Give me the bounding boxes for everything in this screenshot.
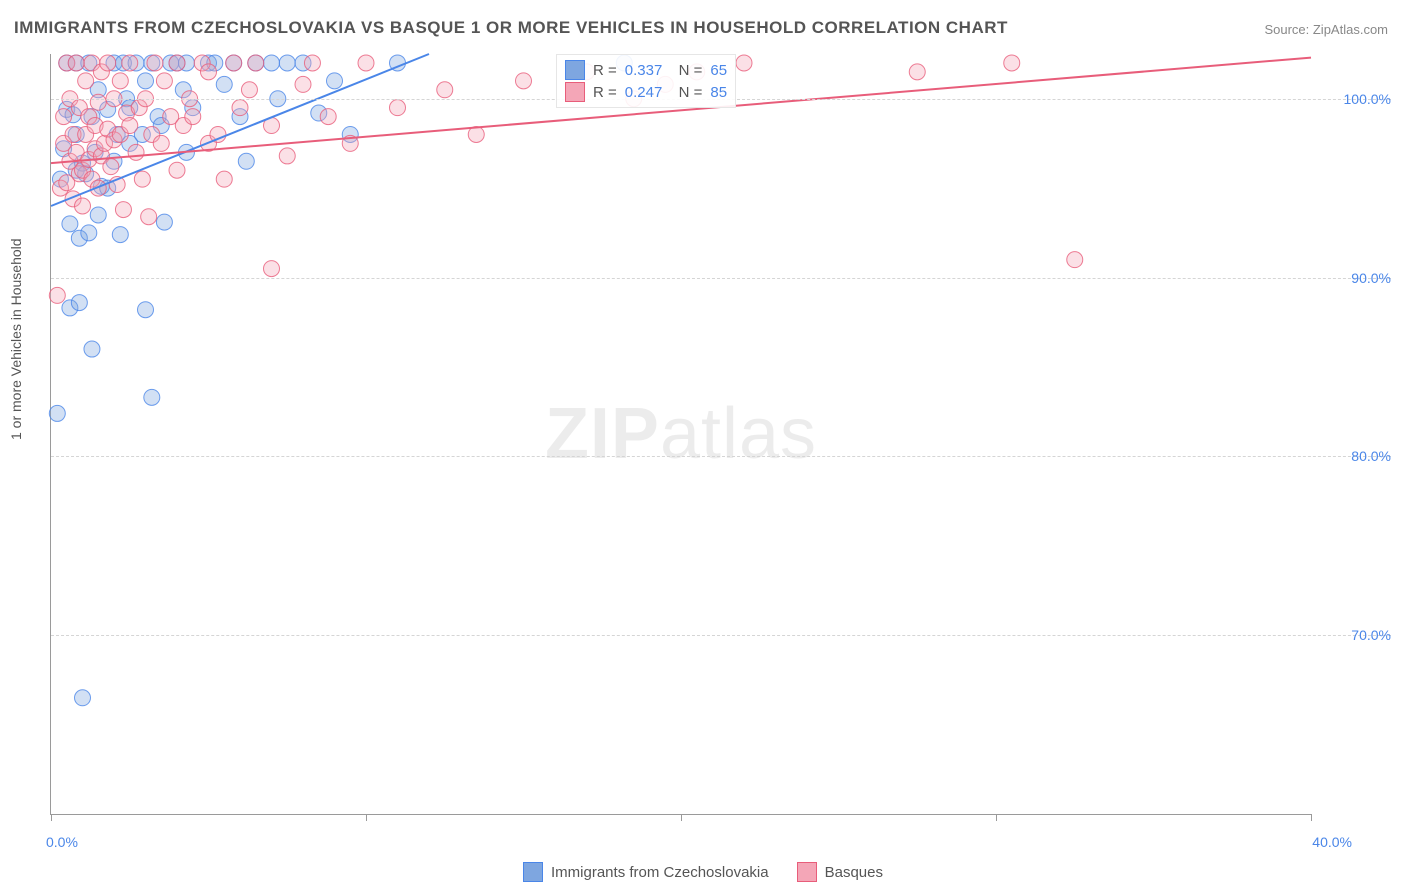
data-point-basque — [128, 144, 144, 160]
data-point-basque — [112, 73, 128, 89]
data-point-basque — [75, 198, 91, 214]
data-point-czech — [90, 207, 106, 223]
data-point-basque — [169, 55, 185, 71]
legend-item: Basques — [797, 862, 883, 882]
data-point-czech — [81, 225, 97, 241]
stats-row-basque: R = 0.247 N = 85 — [565, 81, 727, 103]
data-point-basque — [156, 73, 172, 89]
data-point-basque — [909, 64, 925, 80]
gridline-h — [51, 635, 1391, 636]
data-point-czech — [71, 295, 87, 311]
data-point-basque — [90, 94, 106, 110]
chart-title: IMMIGRANTS FROM CZECHOSLOVAKIA VS BASQUE… — [14, 18, 1008, 38]
x-tick — [51, 814, 52, 821]
y-tick-label: 100.0% — [1344, 91, 1391, 107]
data-point-basque — [320, 109, 336, 125]
y-tick-label: 80.0% — [1351, 448, 1391, 464]
scatter-svg — [51, 54, 1311, 814]
y-tick-label: 90.0% — [1351, 270, 1391, 286]
data-point-basque — [304, 55, 320, 71]
data-point-basque — [516, 73, 532, 89]
data-point-basque — [153, 135, 169, 151]
data-point-czech — [238, 153, 254, 169]
x-tick — [996, 814, 997, 821]
data-point-basque — [358, 55, 374, 71]
data-point-basque — [122, 118, 138, 134]
data-point-basque — [437, 82, 453, 98]
stats-r-label: R = — [593, 84, 617, 101]
data-point-czech — [138, 302, 154, 318]
stats-n-label: N = — [670, 62, 702, 79]
data-point-basque — [185, 109, 201, 125]
data-point-basque — [147, 55, 163, 71]
data-point-czech — [84, 341, 100, 357]
legend-swatch — [797, 862, 817, 882]
data-point-basque — [1004, 55, 1020, 71]
data-point-basque — [226, 55, 242, 71]
data-point-czech — [62, 216, 78, 232]
data-point-basque — [115, 202, 131, 218]
data-point-czech — [144, 389, 160, 405]
legend-swatch — [523, 862, 543, 882]
legend-item: Immigrants from Czechoslovakia — [523, 862, 769, 882]
y-axis-label: 1 or more Vehicles in Household — [8, 238, 24, 440]
legend-label: Basques — [825, 864, 883, 881]
data-point-basque — [90, 180, 106, 196]
data-point-basque — [390, 100, 406, 116]
plot-area: ZIPatlas 70.0%80.0%90.0%100.0% R =0.337 … — [50, 54, 1311, 815]
data-point-basque — [68, 55, 84, 71]
data-point-czech — [75, 690, 91, 706]
x-tick — [366, 814, 367, 821]
bottom-legend: Immigrants from Czechoslovakia Basques — [0, 862, 1406, 882]
data-point-basque — [122, 55, 138, 71]
y-tick-label: 70.0% — [1351, 627, 1391, 643]
stats-swatch-basque — [565, 82, 585, 102]
data-point-czech — [49, 405, 65, 421]
data-point-czech — [279, 55, 295, 71]
x-tick — [1311, 814, 1312, 821]
data-point-basque — [141, 209, 157, 225]
data-point-basque — [103, 159, 119, 175]
data-point-czech — [264, 55, 280, 71]
data-point-basque — [216, 171, 232, 187]
data-point-czech — [156, 214, 172, 230]
data-point-basque — [736, 55, 752, 71]
correlation-stats-box: R = 0.337 N = 65 R = 0.247 N = 85 — [556, 54, 736, 108]
data-point-basque — [100, 55, 116, 71]
stats-n-value: 85 — [710, 84, 727, 101]
data-point-basque — [232, 100, 248, 116]
data-point-czech — [216, 76, 232, 92]
legend-label: Immigrants from Czechoslovakia — [551, 864, 769, 881]
gridline-h — [51, 456, 1391, 457]
stats-r-value: 0.337 — [625, 62, 663, 79]
data-point-czech — [327, 73, 343, 89]
data-point-basque — [241, 82, 257, 98]
data-point-basque — [248, 55, 264, 71]
data-point-basque — [169, 162, 185, 178]
stats-r-label: R = — [593, 62, 617, 79]
gridline-h — [51, 278, 1391, 279]
data-point-basque — [201, 64, 217, 80]
data-point-czech — [138, 73, 154, 89]
data-point-basque — [134, 171, 150, 187]
data-point-czech — [112, 227, 128, 243]
x-min-label: 0.0% — [46, 834, 78, 850]
stats-swatch-czech — [565, 60, 585, 80]
stats-r-value: 0.247 — [625, 84, 663, 101]
x-max-label: 40.0% — [1312, 834, 1352, 850]
data-point-basque — [264, 261, 280, 277]
data-point-basque — [295, 76, 311, 92]
data-point-basque — [56, 109, 72, 125]
stats-n-label: N = — [670, 84, 702, 101]
data-point-basque — [49, 287, 65, 303]
x-tick — [681, 814, 682, 821]
data-point-basque — [78, 73, 94, 89]
data-point-basque — [1067, 252, 1083, 268]
stats-n-value: 65 — [710, 62, 727, 79]
data-point-basque — [279, 148, 295, 164]
stats-row-czech: R = 0.337 N = 65 — [565, 59, 727, 81]
source-credit: Source: ZipAtlas.com — [1264, 22, 1388, 37]
